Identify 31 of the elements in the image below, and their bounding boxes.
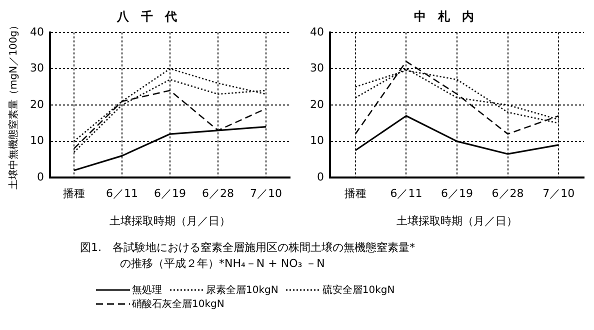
- y-tick-label: 10: [30, 134, 44, 148]
- x-tick-label: 6／28: [492, 187, 524, 200]
- x-tick-label: 播種: [62, 187, 85, 200]
- x-tick-label: 播種: [344, 187, 366, 200]
- y-tick-label: 40: [30, 25, 44, 38]
- x-tick-label: 6／11: [106, 187, 138, 200]
- y-tick-label: 0: [316, 170, 324, 184]
- caption: 図1. 各試験地における窒素全層施用区の株間土壌の無機態窒素量*: [80, 240, 415, 256]
- x-tick-label: 6／19: [154, 187, 186, 200]
- x-axis-title: 土壌採取時期（月／日）: [396, 214, 518, 228]
- legend-label: 尿素全層10kgN: [206, 285, 278, 296]
- x-tick-label: 7／10: [542, 187, 575, 200]
- x-axis-title: 土壌採取時期（月／日）: [110, 214, 230, 228]
- x-tick-label: 7／10: [250, 187, 282, 200]
- y-tick-label: 40: [310, 25, 324, 38]
- chart-title: 中 札 内: [414, 9, 474, 24]
- legend-label: 硫安全層10kgN: [322, 285, 395, 296]
- chart-title: 八 千 代: [116, 9, 177, 24]
- x-tick-label: 6／11: [390, 187, 422, 200]
- x-tick-label: 6／19: [441, 187, 473, 200]
- text: の推移（平成２年）*NH₄－N + NO₃ －N: [119, 256, 326, 272]
- y-axis-title: 土壌中無機態窒素量（mgN／100g）: [8, 20, 20, 190]
- y-tick-label: 30: [30, 62, 44, 75]
- y-tick-label: 20: [30, 98, 44, 111]
- y-tick-label: 10: [310, 134, 324, 148]
- legend-label: 硝酸石灰全層10kgN: [132, 299, 224, 310]
- x-tick-label: 6／28: [202, 187, 234, 200]
- y-tick-label: 30: [310, 62, 324, 75]
- legend-label: 無処理: [132, 285, 162, 296]
- y-tick-label: 20: [310, 98, 324, 111]
- y-tick-label: 0: [36, 170, 44, 184]
